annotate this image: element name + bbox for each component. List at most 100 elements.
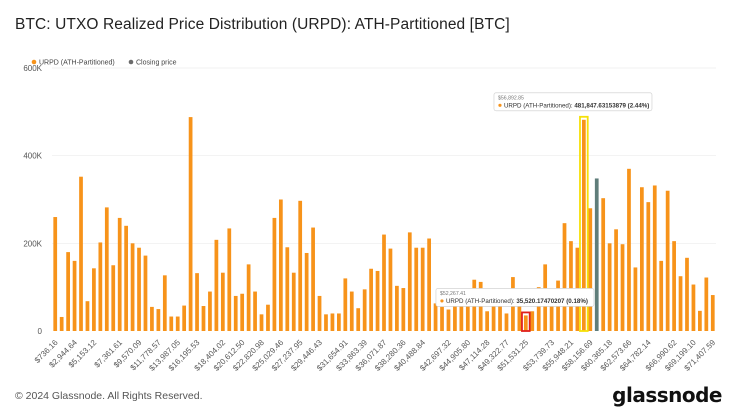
urpd-bar — [317, 295, 322, 331]
urpd-bar — [395, 285, 399, 331]
urpd-bar — [465, 306, 470, 331]
urpd-bar — [311, 227, 315, 331]
urpd-bar — [427, 238, 431, 331]
urpd-bar — [440, 306, 444, 331]
highlight-box-red — [521, 311, 531, 332]
urpd-bar — [639, 187, 644, 331]
urpd-bar — [66, 252, 70, 331]
urpd-bar — [266, 304, 270, 331]
urpd-bar — [685, 257, 689, 331]
urpd-bar — [491, 295, 496, 331]
tooltip-value: 35,520.17470207 (0.18%) — [516, 298, 588, 305]
urpd-bar — [627, 168, 631, 331]
urpd-bar — [414, 247, 419, 331]
urpd-bar — [601, 198, 606, 331]
urpd-bar — [704, 277, 709, 331]
urpd-bar — [162, 275, 167, 331]
urpd-bar — [324, 314, 328, 331]
urpd-bar — [672, 241, 676, 331]
tooltip-label: URPD (ATH-Partitioned): 481,847.63153879… — [504, 102, 649, 109]
urpd-bar — [143, 255, 148, 331]
urpd-bar — [517, 295, 522, 331]
urpd-bar — [453, 298, 457, 331]
chart-title: BTC: UTXO Realized Price Distribution (U… — [15, 16, 510, 33]
urpd-bar — [124, 225, 129, 331]
urpd-bar — [201, 306, 206, 331]
urpd-bar — [633, 267, 638, 331]
urpd-bar — [388, 248, 393, 331]
urpd-bar — [382, 234, 386, 331]
y-axis: 0 200K 400K 600K — [23, 64, 42, 336]
y-tick-label: 400K — [23, 152, 42, 161]
urpd-bar — [233, 295, 238, 331]
urpd-bar — [208, 291, 212, 331]
urpd-bar — [446, 309, 451, 331]
urpd-bar — [581, 119, 586, 331]
urpd-bar — [72, 260, 77, 331]
urpd-bar — [375, 270, 380, 331]
urpd-bar — [356, 308, 361, 331]
y-tick-label: 0 — [38, 327, 43, 336]
copyright-footer: © 2024 Glassnode. All Rights Reserved. — [15, 390, 203, 402]
urpd-bar — [304, 252, 309, 331]
urpd-bar — [536, 287, 541, 331]
tooltip-swatch — [498, 103, 502, 107]
urpd-bar — [246, 264, 251, 331]
legend-label-closing-price: Closing price — [136, 60, 177, 67]
urpd-bar — [710, 295, 715, 331]
tooltip-box — [493, 92, 653, 112]
urpd-bar — [53, 217, 58, 331]
urpd-bar — [259, 314, 264, 331]
urpd-bar — [698, 310, 702, 331]
urpd-bar — [130, 243, 135, 331]
urpd-bar — [607, 243, 612, 331]
urpd-bar — [298, 200, 303, 331]
urpd-bar — [278, 199, 283, 331]
urpd-bar — [272, 217, 277, 331]
urpd-bar — [92, 268, 96, 331]
tooltip-value: 481,847.63153879 (2.44%) — [574, 102, 649, 109]
urpd-bar — [562, 223, 567, 331]
urpd-bar — [433, 303, 438, 331]
legend-label-urpd: URPD (ATH-Partitioned) — [39, 60, 115, 67]
y-tick-label: 600K — [23, 64, 42, 73]
urpd-bar — [330, 313, 335, 331]
urpd-bar — [117, 217, 122, 331]
urpd-bar — [291, 272, 296, 331]
tooltip-box — [435, 288, 595, 307]
urpd-bar — [182, 305, 187, 331]
urpd-bar — [137, 247, 141, 331]
urpd-bar — [459, 293, 464, 331]
urpd-bar — [214, 239, 219, 331]
urpd-bar — [156, 309, 161, 331]
urpd-bar — [530, 311, 535, 331]
urpd-bar — [85, 301, 90, 331]
urpd-bar — [646, 202, 651, 331]
urpd-bar — [369, 268, 373, 331]
urpd-bar — [175, 316, 180, 331]
chart-legend: URPD (ATH-Partitioned) Closing price — [31, 60, 177, 67]
highlight-box-yellow — [579, 115, 589, 332]
urpd-bar — [285, 247, 290, 331]
urpd-bar — [240, 293, 245, 331]
urpd-bar — [652, 185, 657, 331]
urpd-bar — [569, 241, 573, 331]
urpd-bar — [420, 247, 425, 331]
urpd-bar — [362, 289, 367, 331]
tooltip-price: $56,892.85 — [498, 95, 524, 101]
tooltip-price: $52,267.41 — [440, 291, 466, 297]
urpd-bar — [59, 316, 64, 331]
urpd-bar — [549, 300, 554, 331]
urpd-bar — [659, 260, 664, 331]
closing-price-bar — [594, 178, 599, 331]
urpd-bar — [349, 291, 354, 331]
urpd-bar — [620, 244, 625, 331]
bars — [53, 117, 715, 332]
urpd-bar — [337, 313, 341, 331]
urpd-bar — [485, 311, 490, 331]
urpd-bar — [407, 232, 412, 331]
urpd-bar — [588, 208, 593, 331]
urpd-bar — [98, 242, 103, 331]
